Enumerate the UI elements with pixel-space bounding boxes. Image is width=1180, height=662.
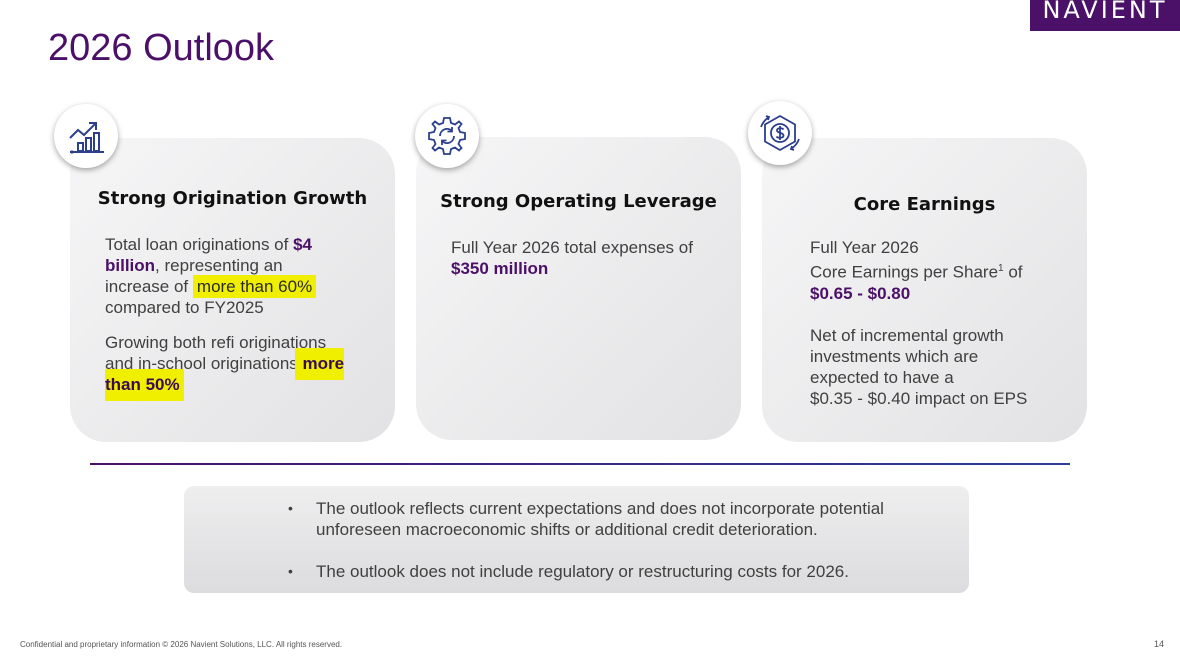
- outlook-notes-box: • The outlook reflects current expectati…: [184, 486, 969, 593]
- card-paragraph: Full Year 2026 Core Earnings per Share1 …: [810, 237, 1050, 304]
- page-number: 14: [1154, 639, 1165, 649]
- note-text: The outlook reflects current expectation…: [316, 499, 884, 539]
- navient-logo: NAVIENT: [1030, 0, 1180, 31]
- card-body: Total loan originations of $4 billion, r…: [105, 234, 350, 401]
- card-paragraph: Total loan originations of $4 billion, r…: [105, 234, 350, 318]
- card-body: Full Year 2026 total expenses of $350 mi…: [451, 237, 721, 279]
- card-origination-growth: Strong Origination Growth Total loan ori…: [70, 138, 395, 442]
- logo-text: NAVIENT: [1042, 0, 1168, 24]
- text-span: Total loan originations of: [105, 235, 289, 254]
- section-divider: [90, 463, 1070, 465]
- card-core-earnings: Core Earnings Full Year 2026 Core Earnin…: [762, 138, 1087, 442]
- page-title: 2026 Outlook: [48, 27, 275, 69]
- text-span: compared to FY2025: [105, 298, 264, 317]
- card-operating-leverage: Strong Operating Leverage Full Year 2026…: [416, 137, 741, 440]
- growth-chart-icon: [54, 104, 118, 168]
- amount-value: $0.65 - $0.80: [810, 283, 911, 303]
- card-title: Strong Origination Growth: [97, 188, 368, 209]
- highlighted-text: more than 60%: [192, 275, 317, 298]
- text-span: Core Earnings per Share: [810, 262, 999, 282]
- footnote-marker: 1: [998, 263, 1004, 274]
- text-span: Net of incremental growth investments wh…: [810, 325, 1004, 387]
- card-paragraph: Full Year 2026 total expenses of $350 mi…: [451, 237, 721, 279]
- text-span: , representing an increase of: [105, 256, 283, 296]
- card-title: Core Earnings: [853, 194, 996, 215]
- note-item: • The outlook does not include regulator…: [288, 561, 936, 582]
- card-paragraph: Growing both refi originations and in-sc…: [105, 332, 350, 401]
- amount-value: $350 million: [451, 259, 549, 278]
- note-text: The outlook does not include regulatory …: [316, 562, 849, 581]
- dollar-cycle-icon: [748, 101, 812, 165]
- card-body: Full Year 2026 Core Earnings per Share1 …: [810, 237, 1050, 409]
- card-title: Strong Operating Leverage: [440, 191, 717, 212]
- text-span: Full Year 2026: [810, 238, 919, 257]
- gear-cycle-icon: [415, 104, 479, 168]
- footer-disclaimer: Confidential and proprietary information…: [20, 640, 343, 649]
- bullet-marker: •: [288, 563, 293, 579]
- amount-value: $4 billion: [105, 235, 312, 275]
- text-span: Growing both refi originations and in-sc…: [105, 333, 327, 373]
- text-span: $0.35 - $0.40 impact on EPS: [810, 388, 1028, 408]
- card-paragraph: Net of incremental growth investments wh…: [810, 325, 1050, 409]
- note-item: • The outlook reflects current expectati…: [288, 498, 936, 540]
- text-span: of: [1003, 262, 1023, 282]
- bullet-marker: •: [288, 500, 293, 516]
- text-span: Full Year 2026 total expenses of: [451, 238, 693, 257]
